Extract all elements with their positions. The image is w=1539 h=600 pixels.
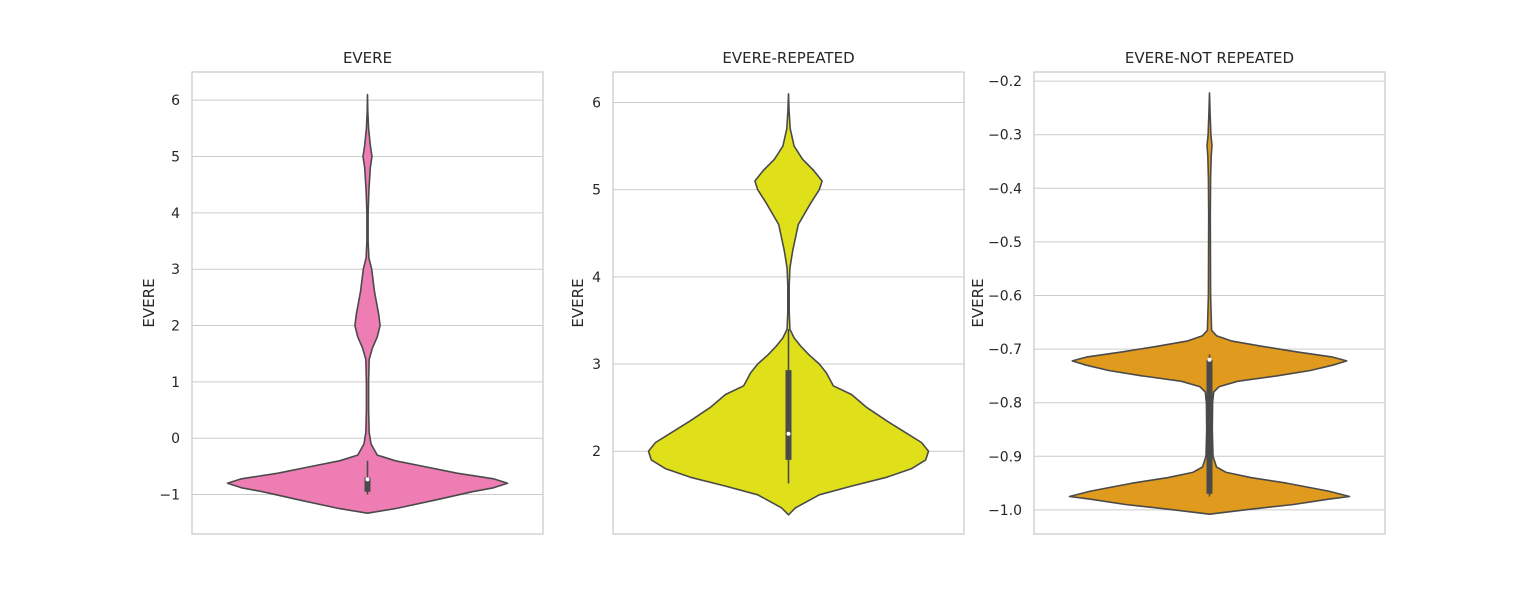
y-tick-label: 6 (171, 93, 180, 109)
y-tick-label: −0.3 (988, 128, 1022, 144)
y-tick-label: 1 (171, 375, 180, 391)
y-tick-label: −0.9 (988, 449, 1022, 465)
y-tick-label: 5 (171, 150, 180, 166)
panel-1: EVERE EVERE −1 0 1 2 3 4 5 6 (140, 49, 544, 535)
y-tick-label: −0.7 (988, 342, 1022, 358)
panel-3-title: EVERE-NOT REPEATED (1125, 49, 1294, 67)
y-tick-label: 3 (171, 262, 180, 278)
y-tick-label: 2 (171, 319, 180, 335)
violin-body (647, 93, 930, 516)
y-tick-label: 5 (592, 183, 601, 199)
y-tick-label: 4 (592, 270, 601, 286)
y-tick-label: −0.4 (988, 181, 1022, 197)
violin-body (226, 93, 509, 514)
violin-iqr-box (1206, 359, 1213, 494)
y-tick-label: 3 (592, 357, 601, 373)
y-tick-label: −1.0 (988, 503, 1022, 519)
y-tick-label: −0.5 (988, 235, 1022, 251)
violin-median-dot (365, 477, 370, 482)
axes-frame (612, 71, 965, 535)
y-tick-label: −1 (159, 488, 180, 504)
panel-2-title: EVERE-REPEATED (722, 49, 854, 67)
panel-2-ylabel: EVERE (569, 278, 587, 327)
violin-median-dot (786, 431, 791, 436)
panel-1-ylabel: EVERE (140, 278, 158, 327)
violin-median-dot (1207, 357, 1212, 362)
y-tick-label: −0.6 (988, 288, 1022, 304)
panel-2: EVERE-REPEATED EVERE 2 3 4 5 6 (569, 49, 965, 535)
panel-3: EVERE-NOT REPEATED EVERE −1.0 −0.9 −0.8 −0.… (969, 49, 1386, 535)
y-tick-label: 6 (592, 96, 601, 112)
y-tick-label: 4 (171, 206, 180, 222)
violin-iqr-box (364, 477, 371, 492)
panel-3-ylabel: EVERE (969, 278, 987, 327)
y-tick-label: 0 (171, 431, 180, 447)
axes-frame (191, 71, 544, 535)
y-tick-label: −0.8 (988, 396, 1022, 412)
violin-iqr-box (785, 370, 792, 460)
y-tick-label: −0.2 (988, 74, 1022, 90)
y-tick-label: 2 (592, 444, 601, 460)
axes-frame (1033, 71, 1386, 535)
panel-1-title: EVERE (343, 49, 392, 67)
